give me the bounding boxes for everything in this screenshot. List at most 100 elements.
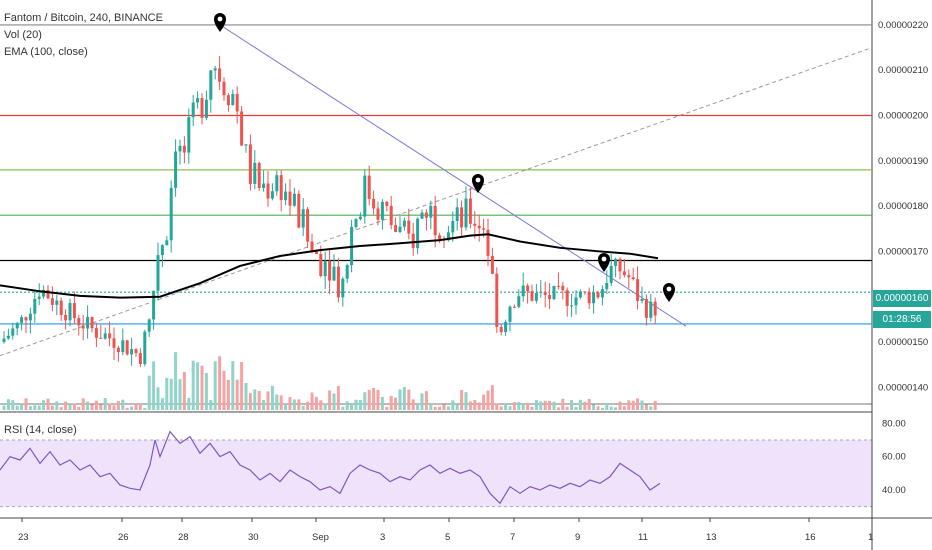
volume-bar [143,407,147,410]
candle-body [42,289,46,297]
candle-body [411,233,415,249]
map-pin-icon[interactable] [214,13,226,32]
candle-body [187,117,191,153]
volume-bar [490,385,494,410]
vol-indicator-label[interactable]: Vol (20) [4,29,42,41]
volume-bar [33,405,37,410]
candle-body [556,285,560,287]
down-trend-line [219,24,687,327]
volume-bar [50,405,54,410]
candle-body [394,225,398,233]
volume-bar [376,389,380,410]
current-price-badge: 0.00000160 [873,290,931,307]
candle-body [275,175,279,192]
volume-bar [394,397,398,410]
ema-indicator-label[interactable]: EMA (100, close) [4,46,88,58]
volume-bar [508,406,512,410]
candle-body [534,292,538,301]
map-pin-icon[interactable] [472,174,484,193]
volume-bar [213,361,217,410]
candle-body [33,298,37,314]
candle-body [345,265,349,279]
candle-countdown-badge: 01:28:56 [873,311,931,328]
volume-bar [618,401,622,410]
candle-body [636,279,640,301]
volume-bar [11,400,15,410]
volume-bar [556,407,560,410]
volume-bar [354,399,358,410]
time-tick-label: 23 [18,532,29,543]
volume-bar [486,390,490,410]
candle-body [455,207,459,221]
candle-body [376,208,380,220]
volume-bar [512,402,516,410]
candle-body [358,216,362,220]
candle-body [130,349,134,355]
volume-bar [314,396,318,410]
volume-bar [112,405,116,410]
volume-bar [196,362,200,410]
candle-body [174,151,178,188]
candle-body [596,292,600,298]
volume-bar [583,401,587,410]
candle-body [156,255,160,291]
volume-bar [292,399,296,410]
time-tick-label: 1 [868,532,873,543]
volume-bar [570,399,574,410]
candle-body [240,111,244,146]
volume-bar [420,393,424,410]
price-tick-label: 0.00000210 [878,65,928,76]
volume-bar [222,370,226,410]
rsi-indicator-label[interactable]: RSI (14, close) [4,424,77,436]
candle-body [416,218,420,249]
volume-bar [81,398,85,410]
volume-bar [407,389,411,410]
volume-bar [174,352,178,410]
candle-body [90,316,94,329]
volume-bar [640,400,644,410]
volume-bar [336,386,340,410]
volume-bar [103,398,107,410]
candle-body [653,301,657,316]
volume-bar [460,390,464,410]
candle-body [587,291,591,304]
candle-body [288,191,292,206]
candle-body [460,207,464,228]
volume-bar [209,400,213,410]
candle-body [570,305,574,307]
candle-body [640,299,644,301]
candle-body [649,301,653,318]
volume-bar [363,392,367,410]
candle-body [631,277,635,280]
volume-bar [473,400,477,410]
volume-bar [495,403,499,410]
candle-body [517,296,521,307]
candle-body [64,314,68,321]
candle-body [341,278,345,298]
rsi-legend: RSI (14, close) [4,422,77,439]
candle-body [482,228,486,230]
map-pin-icon[interactable] [598,253,610,272]
candle-body [147,319,151,332]
volume-bar [530,406,534,410]
candle-body [165,240,169,246]
volume-bar [42,400,46,410]
candle-body [11,328,15,336]
candle-body [644,299,648,318]
candle-body [539,291,543,293]
volume-bar [622,406,626,410]
candle-body [429,205,433,218]
time-tick-label: 26 [118,532,129,543]
candle-body [108,333,112,339]
volume-bar [204,372,208,410]
candle-body [253,162,257,184]
volume-bar [108,403,112,410]
volume-bar [288,397,292,410]
candle-body [191,102,195,118]
candle-body [99,337,103,339]
map-pin-icon[interactable] [663,283,675,302]
volume-bar [592,404,596,410]
candle-body [50,298,54,305]
symbol-title[interactable]: Fantom / Bitcoin, 240, BINANCE [4,12,163,24]
